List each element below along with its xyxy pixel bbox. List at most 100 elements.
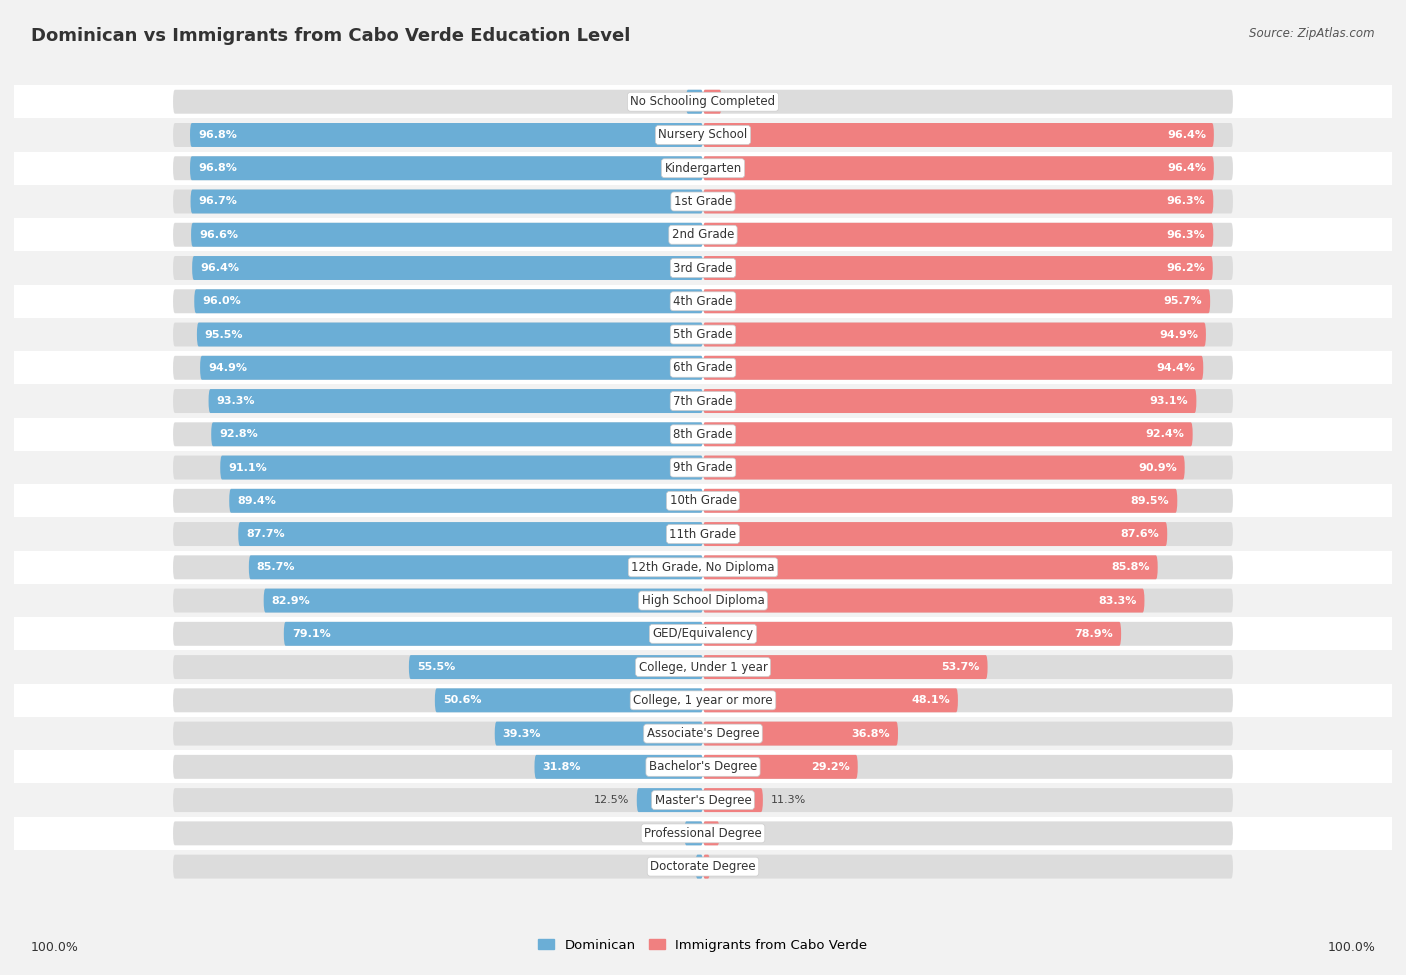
Text: Nursery School: Nursery School	[658, 129, 748, 141]
FancyBboxPatch shape	[703, 655, 1233, 679]
FancyBboxPatch shape	[173, 589, 703, 612]
FancyBboxPatch shape	[249, 556, 703, 579]
FancyBboxPatch shape	[703, 855, 710, 878]
FancyBboxPatch shape	[495, 722, 703, 746]
Text: 36.8%: 36.8%	[852, 728, 890, 739]
Text: 96.4%: 96.4%	[1167, 163, 1206, 174]
Text: College, 1 year or more: College, 1 year or more	[633, 694, 773, 707]
Text: 12th Grade, No Diploma: 12th Grade, No Diploma	[631, 561, 775, 574]
Text: 96.3%: 96.3%	[1167, 197, 1205, 207]
Text: 94.4%: 94.4%	[1156, 363, 1195, 372]
FancyBboxPatch shape	[703, 556, 1233, 579]
Bar	[14, 285, 1392, 318]
Bar	[14, 152, 1392, 185]
Text: 12.5%: 12.5%	[593, 795, 628, 805]
FancyBboxPatch shape	[703, 722, 898, 746]
FancyBboxPatch shape	[191, 222, 703, 247]
Text: 96.4%: 96.4%	[1167, 130, 1206, 140]
FancyBboxPatch shape	[173, 788, 703, 812]
Bar	[14, 218, 1392, 252]
FancyBboxPatch shape	[685, 821, 703, 845]
Text: Kindergarten: Kindergarten	[665, 162, 741, 175]
FancyBboxPatch shape	[193, 256, 703, 280]
Text: 94.9%: 94.9%	[1159, 330, 1198, 339]
FancyBboxPatch shape	[703, 522, 1233, 546]
FancyBboxPatch shape	[264, 589, 703, 612]
Text: 9th Grade: 9th Grade	[673, 461, 733, 474]
Text: 87.6%: 87.6%	[1121, 529, 1160, 539]
FancyBboxPatch shape	[703, 522, 1167, 546]
Text: 3.1%: 3.1%	[727, 829, 755, 838]
FancyBboxPatch shape	[173, 722, 703, 746]
Text: 96.6%: 96.6%	[200, 230, 238, 240]
FancyBboxPatch shape	[703, 422, 1233, 447]
FancyBboxPatch shape	[194, 290, 703, 313]
Text: 85.8%: 85.8%	[1111, 563, 1150, 572]
FancyBboxPatch shape	[703, 123, 1233, 147]
Bar	[14, 450, 1392, 485]
FancyBboxPatch shape	[703, 488, 1177, 513]
FancyBboxPatch shape	[173, 455, 703, 480]
FancyBboxPatch shape	[173, 123, 703, 147]
Text: 78.9%: 78.9%	[1074, 629, 1114, 639]
Text: 93.3%: 93.3%	[217, 396, 254, 406]
Text: 92.8%: 92.8%	[219, 429, 257, 440]
FancyBboxPatch shape	[190, 156, 703, 180]
FancyBboxPatch shape	[703, 556, 1157, 579]
Text: 11th Grade: 11th Grade	[669, 527, 737, 540]
FancyBboxPatch shape	[173, 556, 703, 579]
FancyBboxPatch shape	[686, 90, 703, 114]
FancyBboxPatch shape	[703, 323, 1233, 346]
Text: GED/Equivalency: GED/Equivalency	[652, 627, 754, 641]
FancyBboxPatch shape	[191, 189, 703, 214]
Bar	[14, 784, 1392, 817]
FancyBboxPatch shape	[173, 755, 703, 779]
FancyBboxPatch shape	[173, 356, 703, 379]
Legend: Dominican, Immigrants from Cabo Verde: Dominican, Immigrants from Cabo Verde	[533, 933, 873, 957]
FancyBboxPatch shape	[703, 589, 1144, 612]
FancyBboxPatch shape	[173, 323, 703, 346]
Text: 29.2%: 29.2%	[811, 761, 849, 772]
FancyBboxPatch shape	[703, 323, 1206, 346]
Bar	[14, 551, 1392, 584]
Text: 95.5%: 95.5%	[205, 330, 243, 339]
Bar	[14, 417, 1392, 450]
FancyBboxPatch shape	[703, 90, 721, 114]
FancyBboxPatch shape	[703, 290, 1211, 313]
FancyBboxPatch shape	[703, 256, 1213, 280]
Text: 11.3%: 11.3%	[770, 795, 806, 805]
FancyBboxPatch shape	[703, 156, 1233, 180]
FancyBboxPatch shape	[703, 290, 1233, 313]
FancyBboxPatch shape	[703, 855, 1233, 878]
Text: 6th Grade: 6th Grade	[673, 362, 733, 374]
Bar	[14, 683, 1392, 717]
FancyBboxPatch shape	[173, 522, 703, 546]
Bar	[14, 617, 1392, 650]
FancyBboxPatch shape	[284, 622, 703, 645]
FancyBboxPatch shape	[221, 455, 703, 480]
Bar	[14, 817, 1392, 850]
FancyBboxPatch shape	[173, 256, 703, 280]
Text: 3rd Grade: 3rd Grade	[673, 261, 733, 275]
FancyBboxPatch shape	[703, 455, 1233, 480]
FancyBboxPatch shape	[703, 123, 1213, 147]
Text: 2nd Grade: 2nd Grade	[672, 228, 734, 241]
FancyBboxPatch shape	[173, 389, 703, 413]
Text: 96.7%: 96.7%	[198, 197, 238, 207]
FancyBboxPatch shape	[190, 123, 703, 147]
FancyBboxPatch shape	[229, 488, 703, 513]
FancyBboxPatch shape	[434, 688, 703, 713]
Text: 89.4%: 89.4%	[238, 496, 276, 506]
FancyBboxPatch shape	[703, 688, 1233, 713]
FancyBboxPatch shape	[703, 622, 1233, 645]
Text: 96.8%: 96.8%	[198, 163, 236, 174]
FancyBboxPatch shape	[703, 788, 763, 812]
FancyBboxPatch shape	[703, 389, 1233, 413]
FancyBboxPatch shape	[703, 722, 1233, 746]
Text: Dominican vs Immigrants from Cabo Verde Education Level: Dominican vs Immigrants from Cabo Verde …	[31, 27, 630, 45]
FancyBboxPatch shape	[173, 422, 703, 447]
FancyBboxPatch shape	[173, 855, 703, 878]
Bar	[14, 252, 1392, 285]
FancyBboxPatch shape	[637, 788, 703, 812]
FancyBboxPatch shape	[703, 821, 720, 845]
